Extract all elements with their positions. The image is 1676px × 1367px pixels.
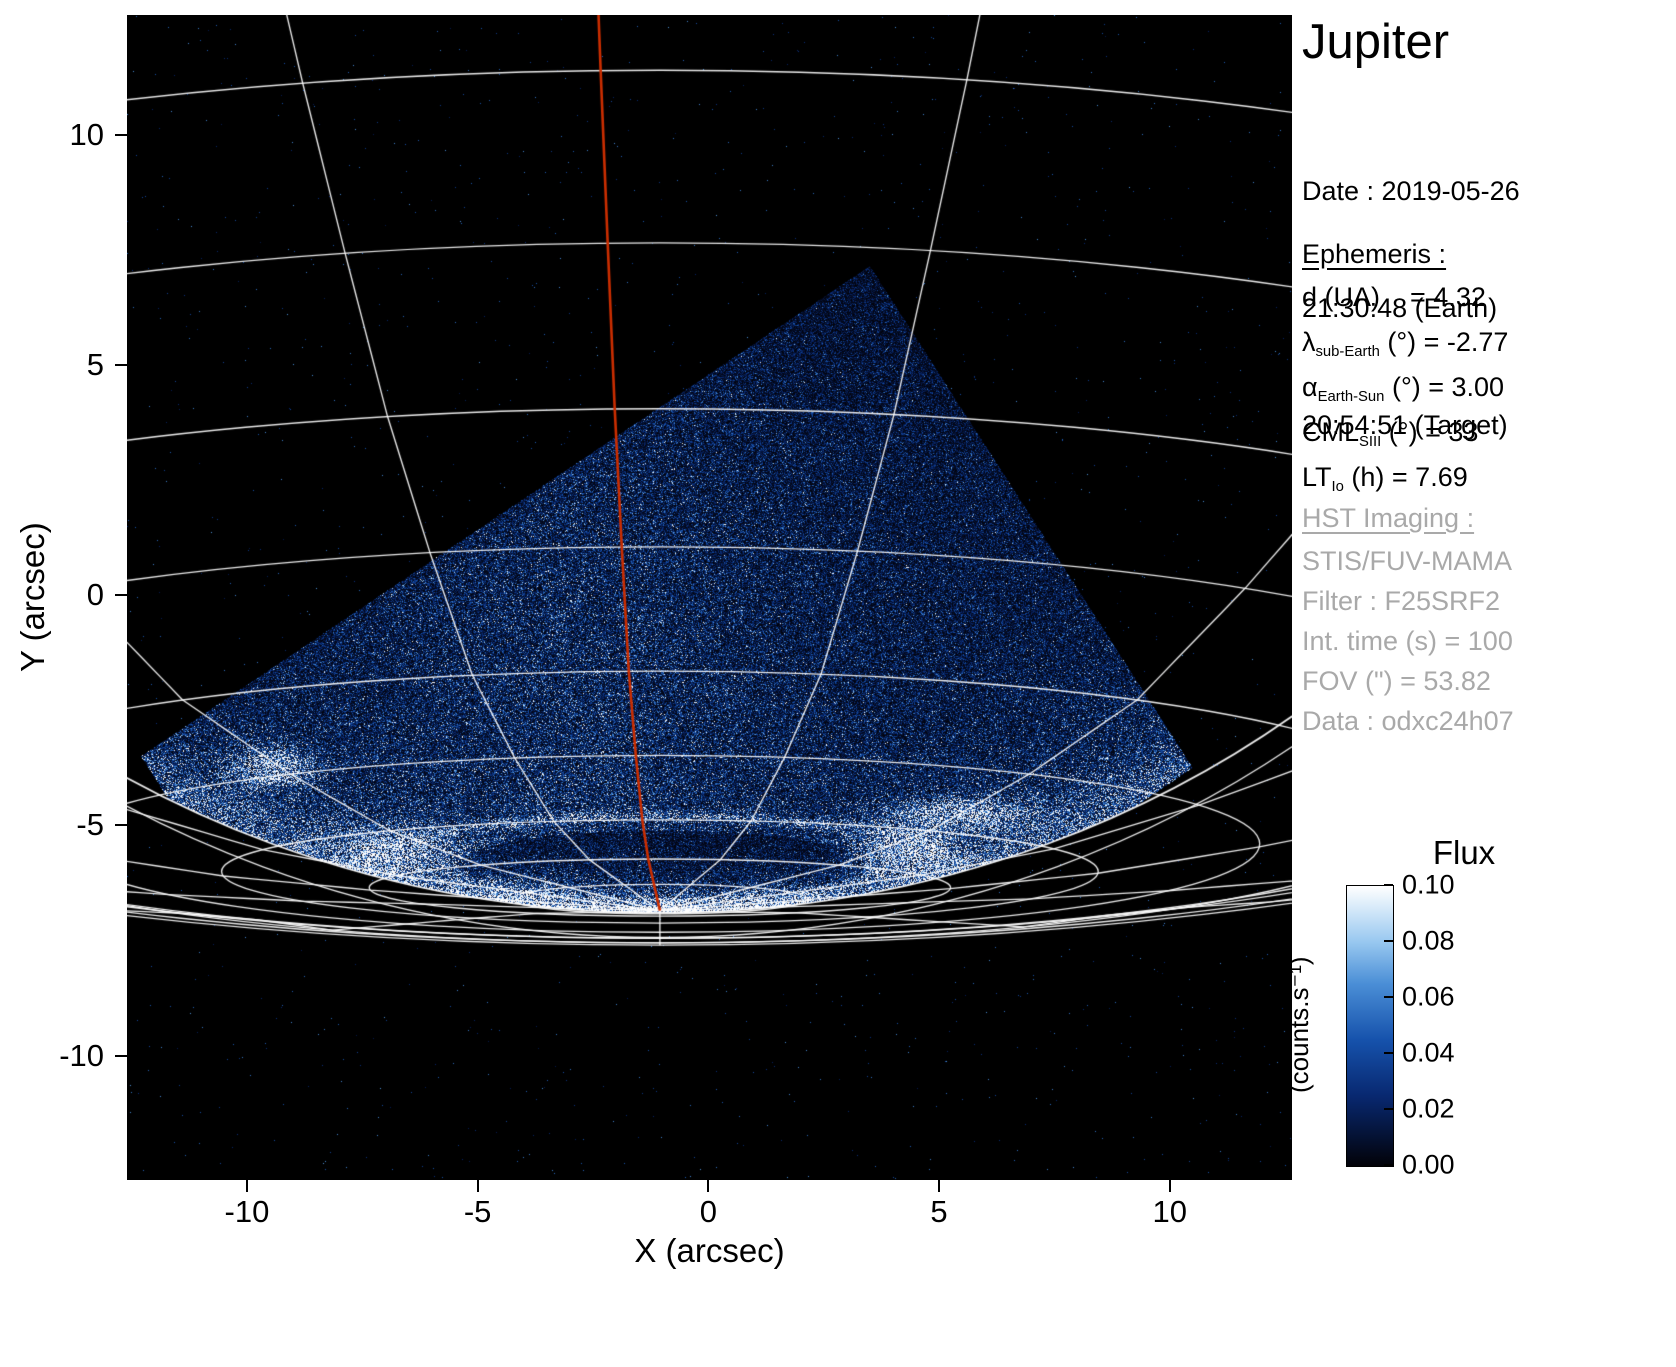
ephemeris-row-distance: d (UA) = 4.32 <box>1302 277 1508 322</box>
colorbar-tick-label: 0.06 <box>1402 982 1455 1013</box>
ephemeris-symbol: LT <box>1302 462 1332 492</box>
ephemeris-block: Ephemeris : d (UA) = 4.32 λsub-Earth (°)… <box>1302 234 1508 502</box>
y-tick-label: -5 <box>76 807 104 843</box>
x-tick-mark <box>1169 1180 1171 1192</box>
x-tick-mark <box>246 1180 248 1192</box>
x-tick-label: 10 <box>1152 1194 1186 1230</box>
x-tick-mark <box>938 1180 940 1192</box>
hst-imaging-block: HST Imaging : STIS/FUV-MAMA Filter : F25… <box>1302 498 1514 741</box>
colorbar-tick-mark <box>1384 1108 1393 1110</box>
y-tick-label: 10 <box>70 117 104 153</box>
ephemeris-subscript: Earth-Sun <box>1318 389 1385 405</box>
y-tick-mark <box>115 824 127 826</box>
ephemeris-value: (UA) = 4.32 <box>1317 282 1486 312</box>
figure-title: Jupiter <box>1302 14 1449 70</box>
ephemeris-subscript: Io <box>1332 479 1344 495</box>
y-axis-tick-marks <box>115 15 127 1180</box>
colorbar-tick-label: 0.02 <box>1402 1094 1455 1125</box>
observation-date: Date : 2019-05-26 <box>1302 172 1520 211</box>
ephemeris-value: (°) = -2.77 <box>1380 327 1509 357</box>
colorbar-tick-mark <box>1384 1052 1393 1054</box>
colorbar-tick-label: 0.10 <box>1402 870 1455 901</box>
x-tick-label: -10 <box>225 1194 270 1230</box>
colorbar-tick-label: 0.08 <box>1402 926 1455 957</box>
colorbar-tick-mark <box>1384 884 1393 886</box>
x-axis-tick-marks <box>127 1180 1292 1192</box>
ephemeris-row-io-local-time: LTIo (h) = 7.69 <box>1302 457 1508 502</box>
hst-line-instrument: STIS/FUV-MAMA <box>1302 541 1514 581</box>
ephemeris-subscript: sub-Earth <box>1316 344 1380 360</box>
x-tick-label: 0 <box>700 1194 717 1230</box>
x-axis-tick-labels: -10 -5 0 5 10 <box>127 1194 1292 1232</box>
colorbar <box>1346 885 1394 1167</box>
y-tick-mark <box>115 1055 127 1057</box>
ephemeris-row-phase-angle: αEarth-Sun (°) = 3.00 <box>1302 367 1508 412</box>
colorbar-tick-mark <box>1384 1164 1393 1166</box>
ephemeris-symbol: λ <box>1302 327 1316 357</box>
hst-imaging-header: HST Imaging : <box>1302 498 1514 538</box>
ephemeris-value: (°) = 33 <box>1381 417 1478 447</box>
ephemeris-row-cml: CMLSIII (°) = 33 <box>1302 412 1508 457</box>
y-axis-label: Y (arcsec) <box>14 15 52 1180</box>
hst-line-filter: Filter : F25SRF2 <box>1302 581 1514 621</box>
x-tick-label: -5 <box>464 1194 492 1230</box>
ephemeris-symbol: d <box>1302 282 1317 312</box>
x-tick-mark <box>707 1180 709 1192</box>
ephemeris-value: (h) = 7.69 <box>1344 462 1468 492</box>
colorbar-units-label: (counts.s⁻¹) <box>1284 885 1315 1165</box>
y-tick-mark <box>115 364 127 366</box>
hst-line-data-id: Data : odxc24h07 <box>1302 701 1514 741</box>
image-plot <box>127 15 1292 1180</box>
ephemeris-symbol: CML <box>1302 417 1359 447</box>
ephemeris-header: Ephemeris : <box>1302 234 1508 274</box>
colorbar-tick-label: 0.04 <box>1402 1038 1455 1069</box>
y-tick-label: 5 <box>87 347 104 383</box>
ephemeris-subscript: SIII <box>1359 434 1381 450</box>
colorbar-tick-mark <box>1384 996 1393 998</box>
ephemeris-symbol: α <box>1302 372 1318 402</box>
x-tick-label: 5 <box>930 1194 947 1230</box>
ephemeris-value: (°) = 3.00 <box>1384 372 1504 402</box>
hst-line-int-time: Int. time (s) = 100 <box>1302 621 1514 661</box>
x-axis-label: X (arcsec) <box>127 1232 1292 1270</box>
y-tick-label: 0 <box>87 577 104 613</box>
y-tick-mark <box>115 594 127 596</box>
hst-line-fov: FOV (") = 53.82 <box>1302 661 1514 701</box>
y-tick-label: -10 <box>59 1038 104 1074</box>
y-tick-mark <box>115 134 127 136</box>
colorbar-title: Flux <box>1396 834 1532 872</box>
x-tick-mark <box>477 1180 479 1192</box>
colorbar-tick-mark <box>1384 940 1393 942</box>
ephemeris-row-sub-earth-lat: λsub-Earth (°) = -2.77 <box>1302 322 1508 367</box>
jupiter-fuv-image-canvas <box>127 15 1292 1180</box>
colorbar-tick-label: 0.00 <box>1402 1150 1455 1181</box>
